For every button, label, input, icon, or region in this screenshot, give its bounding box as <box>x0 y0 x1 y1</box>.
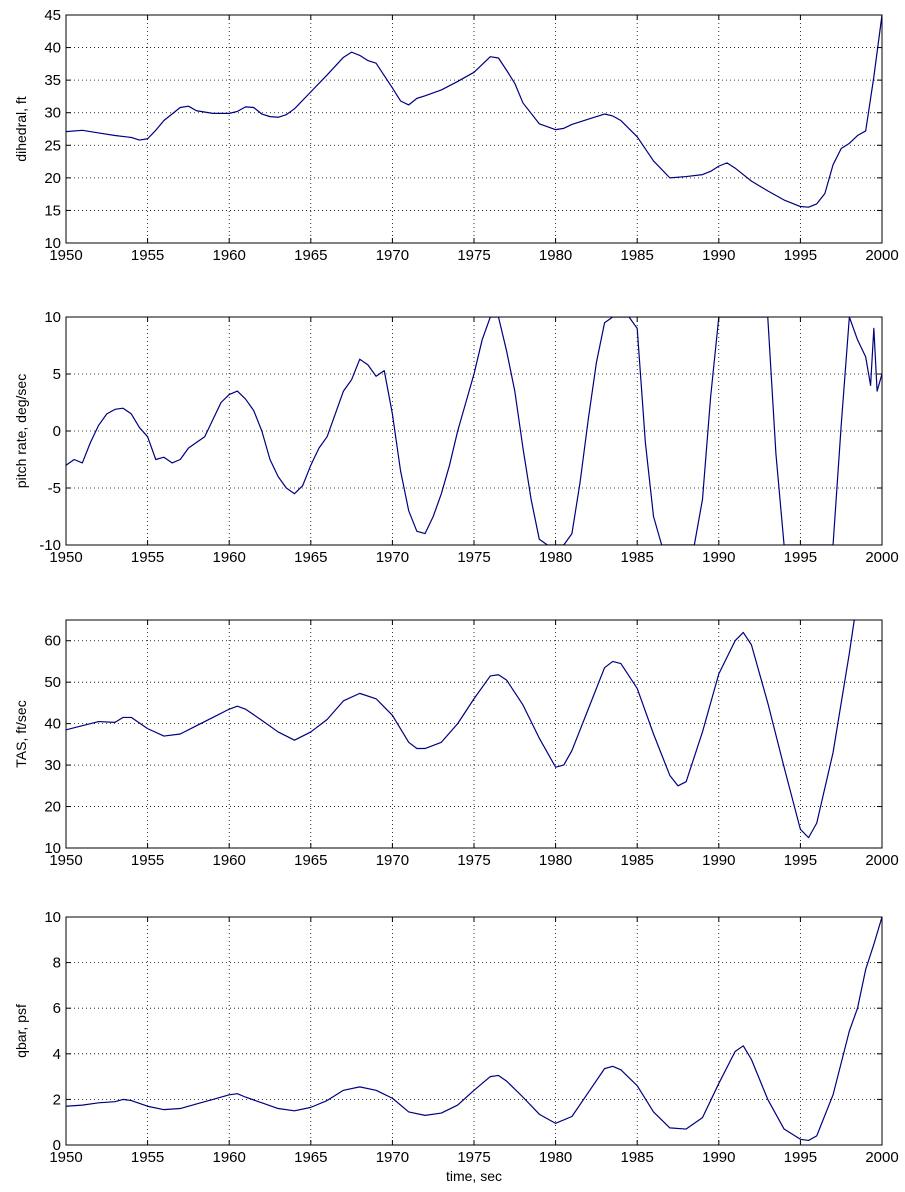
y-axis-label: TAS, ft/sec <box>13 700 29 767</box>
x-tick-label: 1985 <box>621 852 654 869</box>
y-tick-label: 0 <box>53 423 61 440</box>
x-tick-label: 1955 <box>131 549 164 566</box>
x-tick-label: 1955 <box>131 1149 164 1166</box>
x-axis-label: time, sec <box>446 1168 502 1184</box>
plot-area <box>66 917 882 1145</box>
x-tick-label: 1965 <box>294 852 327 869</box>
series-line-1 <box>66 916 882 1142</box>
y-tick-label: 2 <box>53 1091 61 1108</box>
y-tick-label: 6 <box>53 1000 61 1017</box>
x-tick-label: 1970 <box>376 549 409 566</box>
chart-panel-2: 1950 1955 1960 1965 1970 1975 1980 1985 1990 1995… <box>13 309 899 566</box>
y-tick-label: 10 <box>44 309 61 326</box>
series-line-1 <box>66 14 882 208</box>
x-tick-label: 1955 <box>131 852 164 869</box>
y-tick-label: 10 <box>44 909 61 926</box>
y-tick-label: 30 <box>44 105 61 122</box>
y-axis-label: pitch rate, deg/sec <box>13 374 29 488</box>
plot-area <box>66 620 882 848</box>
x-tick-label: 1950 <box>49 549 82 566</box>
grid <box>66 620 882 848</box>
y-axis-label: dihedral, ft <box>13 96 29 161</box>
x-tick-label: 1975 <box>457 549 490 566</box>
y-tick-label: 40 <box>44 40 61 57</box>
y-tick-label: 20 <box>44 170 61 187</box>
x-tick-label: 1960 <box>213 1149 246 1166</box>
x-tick-label: 2000 <box>865 549 898 566</box>
y-tick-label: 60 <box>44 633 61 650</box>
x-tick-label: 1955 <box>131 247 164 264</box>
x-tick-label: 1975 <box>457 852 490 869</box>
x-tick-label: 1990 <box>702 247 735 264</box>
x-tick-label: 2000 <box>865 1149 898 1166</box>
y-tick-label: 4 <box>53 1046 61 1063</box>
x-tick-label: 1980 <box>539 1149 572 1166</box>
x-tick-label: 1980 <box>539 247 572 264</box>
chart-panel-3: 1950 1955 1960 1965 1970 1975 1980 1985 1990 1995… <box>13 619 899 869</box>
x-tick-label: 1965 <box>294 549 327 566</box>
x-tick-label: 1960 <box>213 852 246 869</box>
x-tick-label: 1985 <box>621 549 654 566</box>
x-tick-label: 1950 <box>49 1149 82 1166</box>
x-tick-label: 1995 <box>784 549 817 566</box>
y-tick-label: 0 <box>53 1137 61 1154</box>
x-tick-label: 1980 <box>539 852 572 869</box>
y-axis-label: qbar, psf <box>13 1004 29 1058</box>
y-tick-label: 5 <box>53 366 61 383</box>
y-tick-label: 35 <box>44 72 61 89</box>
y-tick-label: -5 <box>48 480 61 497</box>
y-tick-label: 25 <box>44 137 61 154</box>
x-tick-label: 1970 <box>376 852 409 869</box>
y-tick-label: -10 <box>39 537 61 554</box>
y-tick-label: 45 <box>44 7 61 24</box>
x-tick-label: 1965 <box>294 247 327 264</box>
x-tick-label: 1975 <box>457 1149 490 1166</box>
grid <box>66 15 882 243</box>
x-tick-label: 1995 <box>784 247 817 264</box>
x-tick-label: 1990 <box>702 1149 735 1166</box>
x-tick-label: 2000 <box>865 247 898 264</box>
y-tick-label: 30 <box>44 757 61 774</box>
x-tick-label: 1985 <box>621 247 654 264</box>
x-tick-label: 1965 <box>294 1149 327 1166</box>
y-tick-label: 40 <box>44 716 61 733</box>
x-tick-label: 1970 <box>376 247 409 264</box>
x-tick-label: 1950 <box>49 852 82 869</box>
y-tick-label: 10 <box>44 235 61 252</box>
series-line-1 <box>66 619 855 839</box>
x-tick-label: 1985 <box>621 1149 654 1166</box>
y-tick-label: 10 <box>44 840 61 857</box>
plot-area <box>66 15 882 243</box>
x-tick-label: 1990 <box>702 549 735 566</box>
x-tick-label: 1975 <box>457 247 490 264</box>
x-tick-label: 1980 <box>539 549 572 566</box>
x-tick-label: 1960 <box>213 247 246 264</box>
chart-panel-1: 1950 1955 1960 1965 1970 1975 1980 1985 1990 1995… <box>13 7 899 264</box>
grid <box>66 917 882 1145</box>
x-tick-label: 1950 <box>49 247 82 264</box>
x-tick-label: 1960 <box>213 549 246 566</box>
y-tick-label: 20 <box>44 799 61 816</box>
y-tick-label: 15 <box>44 202 61 219</box>
x-tick-label: 1995 <box>784 1149 817 1166</box>
x-tick-label: 2000 <box>865 852 898 869</box>
x-tick-label: 1970 <box>376 1149 409 1166</box>
chart-panel-4: 1950 1955 1960 1965 1970 1975 1980 1985 1990 1995… <box>13 909 899 1184</box>
y-tick-label: 8 <box>53 955 61 972</box>
x-tick-label: 1990 <box>702 852 735 869</box>
y-tick-label: 50 <box>44 674 61 691</box>
x-tick-label: 1995 <box>784 852 817 869</box>
